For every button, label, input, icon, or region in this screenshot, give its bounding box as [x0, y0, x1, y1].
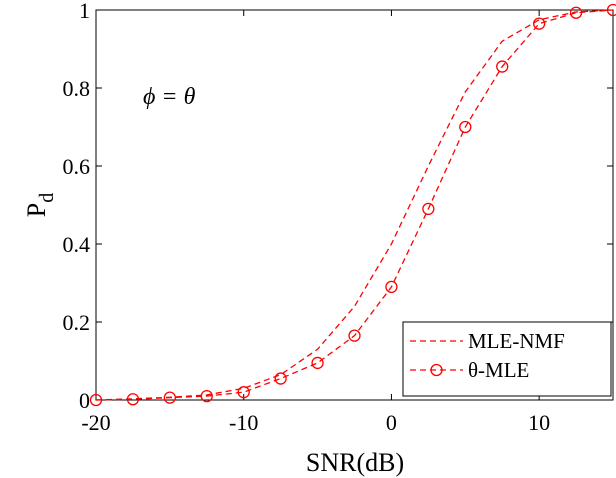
x-axis-label: SNR(dB): [306, 448, 404, 477]
svg-text:Pd: Pd: [22, 193, 58, 217]
legend-label-mle-nmf: MLE-NMF: [468, 329, 565, 353]
data-point-theta-mle: [274, 372, 287, 385]
y-tick-label: 0: [79, 388, 90, 413]
data-point-theta-mle: [496, 60, 509, 73]
data-point-theta-mle: [532, 17, 546, 30]
y-tick-label: 0.2: [63, 310, 91, 335]
series-line-mle-nmf: [95, 9, 614, 401]
data-point-theta-mle: [89, 393, 103, 407]
y-axis-label-group: Pd: [22, 193, 58, 217]
series-line-theta-mle: [95, 9, 614, 401]
x-tick-label: 0: [386, 410, 397, 435]
data-point-theta-mle: [459, 120, 472, 134]
legend-marker-theta-mle: [430, 363, 443, 377]
legend-box: [402, 321, 612, 397]
y-tick-label: 0.6: [63, 154, 91, 179]
y-axis-label: P: [22, 203, 51, 217]
legend-label-theta-mle: θ-MLE: [468, 358, 529, 382]
data-point-theta-mle: [237, 386, 250, 399]
data-point-theta-mle: [422, 202, 435, 216]
data-point-theta-mle: [126, 393, 140, 406]
y-axis-label-subscript: d: [36, 193, 58, 203]
data-point-theta-mle: [385, 280, 398, 294]
x-tick-label: -20: [81, 410, 110, 435]
y-tick-label: 1: [79, 0, 90, 23]
legend: MLE-NMF θ-MLE: [402, 321, 612, 397]
data-point-theta-mle: [200, 389, 213, 403]
data-point-theta-mle: [311, 356, 324, 370]
data-point-theta-mle: [348, 329, 361, 342]
data-point-theta-mle: [606, 3, 616, 17]
annotation-phi-theta: ϕ = θ: [143, 84, 196, 110]
y-tick-label: 0.4: [63, 232, 91, 257]
y-tick-label: 0.8: [63, 76, 91, 101]
x-tick-label: -10: [229, 410, 258, 435]
data-point-theta-mle: [569, 6, 583, 19]
data-point-theta-mle: [163, 391, 177, 404]
x-tick-label: 10: [528, 410, 550, 435]
